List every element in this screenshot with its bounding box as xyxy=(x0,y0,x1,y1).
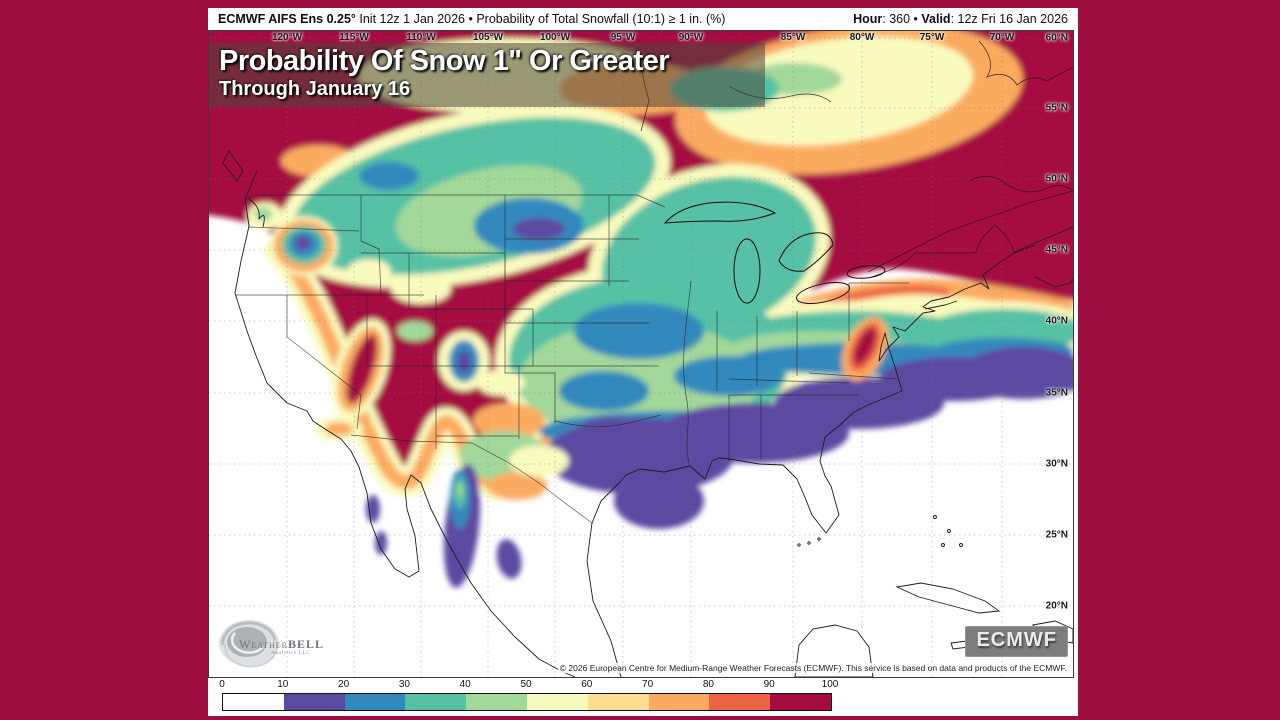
lon-label: 105°W xyxy=(472,32,504,43)
colorbar-tick-label: 10 xyxy=(277,679,289,690)
lat-label: 50°N xyxy=(1045,173,1068,185)
colorbar-tick-label: 100 xyxy=(821,679,839,690)
weatherbell-logo: WeatherBELL Analytics LLC xyxy=(213,611,353,671)
colorbar-segment xyxy=(405,694,467,710)
colorbar-tick-label: 20 xyxy=(338,679,350,690)
lon-label: 115°W xyxy=(339,32,369,43)
map-canvas: Probability Of Snow 1" Or Greater Throug… xyxy=(208,30,1074,678)
model-name: ECMWF AIFS Ens 0.25° xyxy=(218,12,356,26)
colorbar-tick-label: 80 xyxy=(702,679,714,690)
hour-value: : 360 • xyxy=(882,12,922,26)
lat-label: 20°N xyxy=(1045,600,1068,612)
lon-label: 120°W xyxy=(271,32,303,43)
weatherbell-swirl-icon xyxy=(219,620,279,668)
title-overlay: Probability Of Snow 1" Or Greater Throug… xyxy=(209,43,765,107)
lon-label: 85°W xyxy=(780,32,806,43)
hour-label: Hour xyxy=(853,12,883,26)
lon-label: 90°W xyxy=(678,32,704,43)
colorbar-tick-label: 0 xyxy=(219,679,225,690)
colorbar-tick-label: 60 xyxy=(581,679,593,690)
ecmwf-badge: ECMWF xyxy=(965,626,1068,657)
valid-value: : 12z Fri 16 Jan 2026 xyxy=(950,12,1068,26)
probability-field-svg xyxy=(209,31,1073,677)
colorbar-tick-label: 40 xyxy=(459,679,471,690)
graticule xyxy=(209,31,1073,677)
colorbar xyxy=(222,693,832,711)
colorbar-segment xyxy=(587,694,649,710)
state-borders xyxy=(235,194,909,524)
lon-label: 70°W xyxy=(989,32,1015,43)
valid-label: Valid xyxy=(921,12,951,26)
header-bar: ECMWF AIFS Ens 0.25° Init 12z 1 Jan 2026… xyxy=(208,8,1078,30)
map-title: Probability Of Snow 1" Or Greater xyxy=(219,45,670,77)
colorbar-tick-label: 70 xyxy=(642,679,654,690)
lon-label: 110°W xyxy=(406,32,436,43)
colorbar-tick-label: 90 xyxy=(763,679,775,690)
colorbar-segment xyxy=(648,694,710,710)
great-lakes xyxy=(663,201,886,304)
coastlines xyxy=(222,150,1073,677)
lon-label: 75°W xyxy=(919,32,945,43)
colorbar-segment xyxy=(526,694,588,710)
map-subtitle: Through January 16 xyxy=(219,78,411,100)
lat-label: 55°N xyxy=(1045,102,1068,114)
colorbar-segment xyxy=(770,694,831,710)
lon-label: 80°W xyxy=(849,32,875,43)
colorbar-segment xyxy=(223,694,284,710)
colorbar-segment xyxy=(709,694,771,710)
weatherbell-wordmark: WeatherBELL xyxy=(239,637,325,651)
colorbar-strip: 0 10 20 30 40 50 60 70 80 90 100 xyxy=(208,678,1078,716)
weatherbell-sub: Analytics LLC xyxy=(271,650,311,656)
lon-label: 95°W xyxy=(610,32,636,43)
colorbar-segment xyxy=(466,694,527,710)
colorbar-tick-label: 30 xyxy=(398,679,410,690)
colorbar-tick-label: 50 xyxy=(520,679,532,690)
plot-panel: ECMWF AIFS Ens 0.25° Init 12z 1 Jan 2026… xyxy=(208,8,1078,716)
lat-label: 35°N xyxy=(1045,387,1068,399)
lat-label: 40°N xyxy=(1045,315,1068,327)
lat-label: 45°N xyxy=(1045,244,1068,256)
probability-blobs xyxy=(209,31,1073,588)
copyright-text: © 2026 European Centre for Medium-Range … xyxy=(557,663,1069,673)
header-right: Hour: 360 • Valid: 12z Fri 16 Jan 2026 xyxy=(853,12,1068,26)
colorbar-segment xyxy=(283,694,345,710)
header-left: ECMWF AIFS Ens 0.25° Init 12z 1 Jan 2026… xyxy=(218,12,725,26)
product-name: Init 12z 1 Jan 2026 • Probability of Tot… xyxy=(355,12,726,26)
lon-label: 100°W xyxy=(539,32,571,43)
lat-label: 60°N xyxy=(1045,32,1068,44)
lat-label: 25°N xyxy=(1045,529,1068,541)
colorbar-segment xyxy=(344,694,406,710)
lat-label: 30°N xyxy=(1045,458,1068,470)
